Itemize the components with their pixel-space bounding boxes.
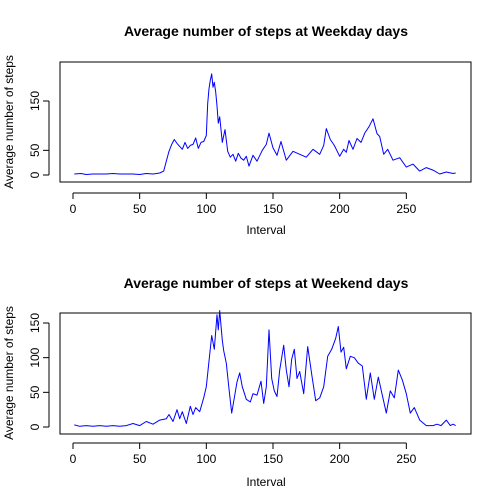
chart-panel-weekend: Average number of steps at Weekend days … — [2, 275, 472, 489]
x-axis-label: Interval — [246, 223, 285, 237]
y-tick-label: 150 — [28, 313, 42, 333]
y-tick-label: 0 — [28, 423, 42, 430]
series-group — [74, 73, 456, 175]
y-tick-label: 50 — [28, 385, 42, 399]
x-tick-label: 150 — [263, 202, 283, 216]
y-tick-label: 50 — [28, 143, 42, 157]
y-axis: 0 50 100 150 — [28, 313, 50, 430]
y-tick-label: 0 — [28, 171, 42, 178]
chart-panel-weekday: Average number of steps at Weekday days … — [2, 23, 472, 237]
series-group — [74, 310, 456, 427]
x-axis-label: Interval — [246, 475, 285, 489]
x-tick-label: 50 — [133, 452, 147, 466]
y-axis: 0 50 150 — [28, 91, 50, 178]
x-tick-label: 150 — [263, 452, 283, 466]
y-axis-label: Average number of steps — [2, 306, 16, 440]
x-tick-label: 200 — [330, 452, 350, 466]
x-tick-label: 0 — [70, 452, 77, 466]
x-tick-label: 50 — [133, 202, 147, 216]
x-tick-label: 200 — [330, 202, 350, 216]
x-axis: 0 50 100 150 200 250 — [70, 192, 417, 216]
x-axis: 0 50 100 150 200 250 — [70, 442, 417, 466]
plot-frame — [59, 312, 472, 435]
x-tick-label: 100 — [196, 452, 216, 466]
x-tick-label: 100 — [196, 202, 216, 216]
x-tick-label: 0 — [70, 202, 77, 216]
y-tick-label: 100 — [28, 347, 42, 367]
y-axis-label: Average number of steps — [2, 55, 16, 189]
x-tick-label: 250 — [396, 202, 416, 216]
series-line — [74, 73, 456, 175]
chart-title: Average number of steps at Weekday days — [124, 23, 408, 39]
chart-title: Average number of steps at Weekend days — [124, 275, 409, 291]
x-tick-label: 250 — [396, 452, 416, 466]
y-tick-label: 150 — [28, 91, 42, 111]
plot-frame — [59, 61, 472, 183]
series-line — [74, 310, 456, 427]
